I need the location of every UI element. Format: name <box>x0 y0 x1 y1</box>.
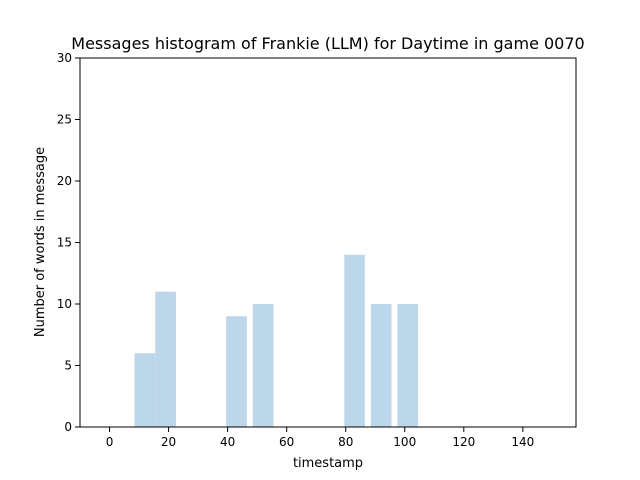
y-tick-label: 30 <box>57 51 72 65</box>
x-tick-label: 100 <box>393 435 416 449</box>
x-tick-label: 60 <box>279 435 294 449</box>
x-tick-label: 40 <box>220 435 235 449</box>
x-tick-label: 140 <box>511 435 534 449</box>
x-tick-label: 80 <box>338 435 353 449</box>
x-tick-label: 0 <box>106 435 114 449</box>
y-axis-ticks: 0 5 10 15 20 25 30 <box>57 51 80 434</box>
y-tick-label: 5 <box>64 359 72 373</box>
bar <box>226 316 247 427</box>
bar <box>252 304 274 427</box>
bar <box>370 304 392 427</box>
bar <box>155 291 176 427</box>
x-axis-label: timestamp <box>293 456 363 471</box>
y-tick-label: 10 <box>57 297 72 311</box>
bar <box>134 353 156 427</box>
bar <box>397 304 419 427</box>
bars-layer <box>134 254 419 427</box>
x-tick-label: 20 <box>161 435 176 449</box>
y-tick-label: 0 <box>64 420 72 434</box>
y-tick-label: 20 <box>57 174 72 188</box>
y-axis-label: Number of words in message <box>33 147 48 337</box>
y-tick-label: 15 <box>57 236 72 250</box>
x-axis-ticks: 0 20 40 60 80 100 120 140 <box>106 427 534 449</box>
y-tick-label: 25 <box>57 113 72 127</box>
bar <box>344 254 365 427</box>
chart-title: Messages histogram of Frankie (LLM) for … <box>71 34 584 53</box>
x-tick-label: 120 <box>452 435 475 449</box>
